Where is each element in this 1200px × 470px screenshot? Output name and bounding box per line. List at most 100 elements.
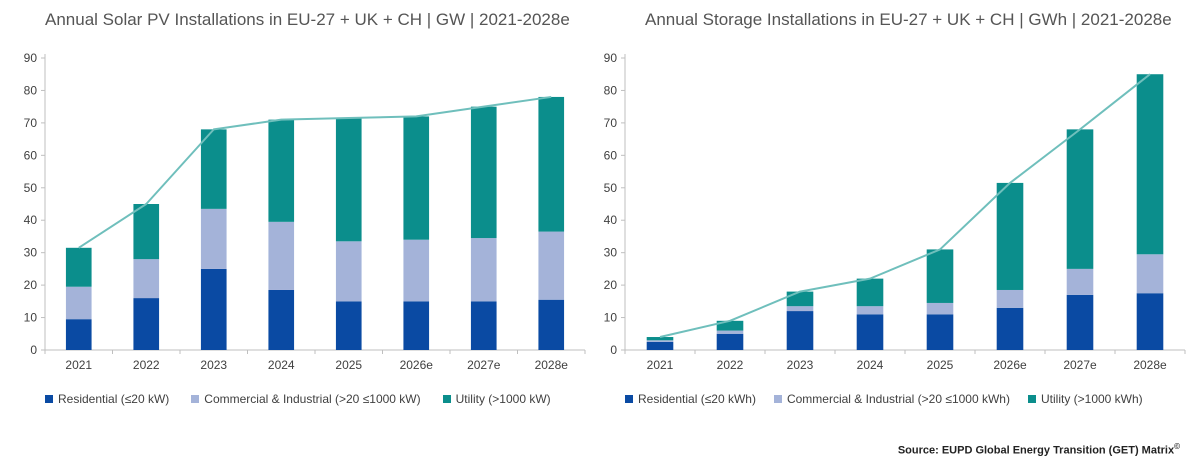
x-tick-label: 2022	[133, 358, 160, 372]
bar-utility	[65, 247, 92, 287]
bar-commercial	[996, 289, 1024, 308]
bar-commercial	[200, 208, 227, 269]
bar-commercial	[1066, 268, 1094, 295]
bar-utility	[926, 249, 954, 303]
bar-commercial	[538, 231, 565, 300]
x-tick-label: 2022	[717, 358, 744, 372]
legend-swatch-commercial	[191, 395, 200, 403]
legend-item-commercial: Commercial & Industrial (>20 ≤1000 kW)	[191, 392, 421, 406]
legend-item-utility: Utility (>1000 kWh)	[1027, 392, 1143, 406]
y-tick-label: 60	[604, 148, 618, 162]
y-tick-label: 20	[604, 278, 618, 292]
bar-utility	[133, 204, 160, 260]
bar-residential	[200, 268, 227, 350]
storage-chart: Annual Storage Installations in EU-27 + …	[600, 0, 1200, 450]
total-line	[659, 73, 1151, 338]
solar-pv-chart: Annual Solar PV Installations in EU-27 +…	[0, 0, 600, 450]
legend-item-utility: Utility (>1000 kW)	[442, 392, 551, 406]
y-tick-label: 0	[30, 343, 37, 357]
y-tick-label: 10	[24, 311, 38, 325]
legend-label: Utility (>1000 kW)	[455, 392, 551, 406]
bar-commercial	[470, 238, 497, 302]
x-tick-label: 2024	[857, 358, 884, 372]
x-tick-label: 2023	[200, 358, 227, 372]
bar-utility	[470, 106, 497, 239]
bar-utility	[646, 337, 674, 341]
bar-commercial	[403, 239, 430, 302]
bar-utility	[996, 182, 1024, 290]
chart-legend: Residential (≤20 kWh) Commercial & Indus…	[625, 392, 1143, 406]
bar-residential	[268, 289, 295, 350]
x-tick-label: 2025	[335, 358, 362, 372]
legend-label: Commercial & Industrial (>20 ≤1000 kW)	[204, 392, 421, 406]
y-tick-label: 70	[24, 116, 38, 130]
legend-swatch-utility	[1027, 395, 1036, 403]
bar-commercial	[646, 340, 674, 342]
y-tick-label: 30	[24, 246, 38, 260]
y-tick-label: 20	[24, 278, 38, 292]
x-tick-label: 2026e	[400, 358, 434, 372]
total-line	[78, 95, 552, 249]
chart-title: Annual Storage Installations in EU-27 + …	[645, 10, 1172, 29]
x-tick-label: 2026e	[993, 358, 1027, 372]
bar-commercial	[786, 306, 814, 312]
bar-commercial	[133, 259, 160, 299]
y-tick-label: 60	[24, 148, 38, 162]
chart-legend: Residential (≤20 kW) Commercial & Indust…	[45, 392, 551, 406]
bar-residential	[1136, 293, 1164, 350]
legend-swatch-residential	[45, 395, 53, 403]
x-tick-label: 2027e	[1063, 358, 1097, 372]
y-tick-label: 30	[604, 246, 618, 260]
y-tick-label: 40	[604, 213, 618, 227]
solar-pv-plot: 0 10 20 30 40 50 60 70 80 90 2021 2022 2023 2024 2025 2…	[24, 51, 586, 372]
x-tick-label: 2021	[647, 358, 674, 372]
bar-utility	[403, 116, 430, 240]
chart-title: Annual Solar PV Installations in EU-27 +…	[45, 10, 570, 29]
bar-residential	[538, 299, 565, 350]
bar-residential	[996, 307, 1024, 350]
y-tick-label: 70	[604, 116, 618, 130]
y-tick-label: 10	[604, 311, 618, 325]
bar-residential	[403, 301, 430, 350]
bar-utility	[538, 96, 565, 232]
bar-utility	[856, 278, 884, 307]
legend-swatch-residential	[625, 395, 633, 403]
bar-commercial	[716, 330, 744, 334]
x-tick-label: 2024	[268, 358, 295, 372]
bar-utility	[786, 291, 814, 307]
bar-commercial	[65, 286, 92, 320]
legend-label: Utility (>1000 kWh)	[1040, 392, 1143, 406]
bar-commercial	[926, 302, 954, 315]
legend-label: Commercial & Industrial (>20 ≤1000 kWh)	[786, 392, 1010, 406]
source-note: Source: EUPD Global Energy Transition (G…	[898, 442, 1180, 457]
legend-swatch-commercial	[773, 395, 782, 403]
x-tick-label: 2023	[787, 358, 814, 372]
bar-utility	[1066, 129, 1094, 269]
bar-residential	[470, 301, 497, 350]
bar-residential	[646, 341, 674, 350]
bar-commercial	[335, 241, 362, 302]
bar-residential	[335, 301, 362, 350]
y-tick-label: 50	[24, 181, 38, 195]
bar-residential	[856, 314, 884, 350]
x-tick-label: 2028e	[535, 358, 569, 372]
bar-residential	[716, 333, 744, 350]
storage-plot: 0 10 20 30 40 50 60 70 80 90 2021 2022 2023 2024 2025 2…	[604, 51, 1186, 372]
y-tick-label: 80	[604, 83, 618, 97]
bar-commercial	[268, 221, 295, 290]
y-tick-label: 80	[24, 83, 38, 97]
copyright-mark: ©	[1174, 442, 1180, 451]
x-tick-label: 2021	[65, 358, 92, 372]
x-tick-label: 2027e	[467, 358, 501, 372]
bar-residential	[1066, 294, 1094, 350]
bar-residential	[926, 314, 954, 350]
legend-label: Residential (≤20 kW)	[58, 392, 170, 406]
source-text: Source: EUPD Global Energy Transition (G…	[897, 444, 1175, 457]
x-tick-label: 2025	[927, 358, 954, 372]
legend-item-residential: Residential (≤20 kWh)	[625, 392, 756, 406]
bar-utility	[716, 320, 744, 331]
bar-commercial	[1136, 254, 1164, 294]
bar-residential	[133, 298, 160, 350]
bar-utility	[335, 118, 362, 242]
x-tick-label: 2028e	[1133, 358, 1167, 372]
